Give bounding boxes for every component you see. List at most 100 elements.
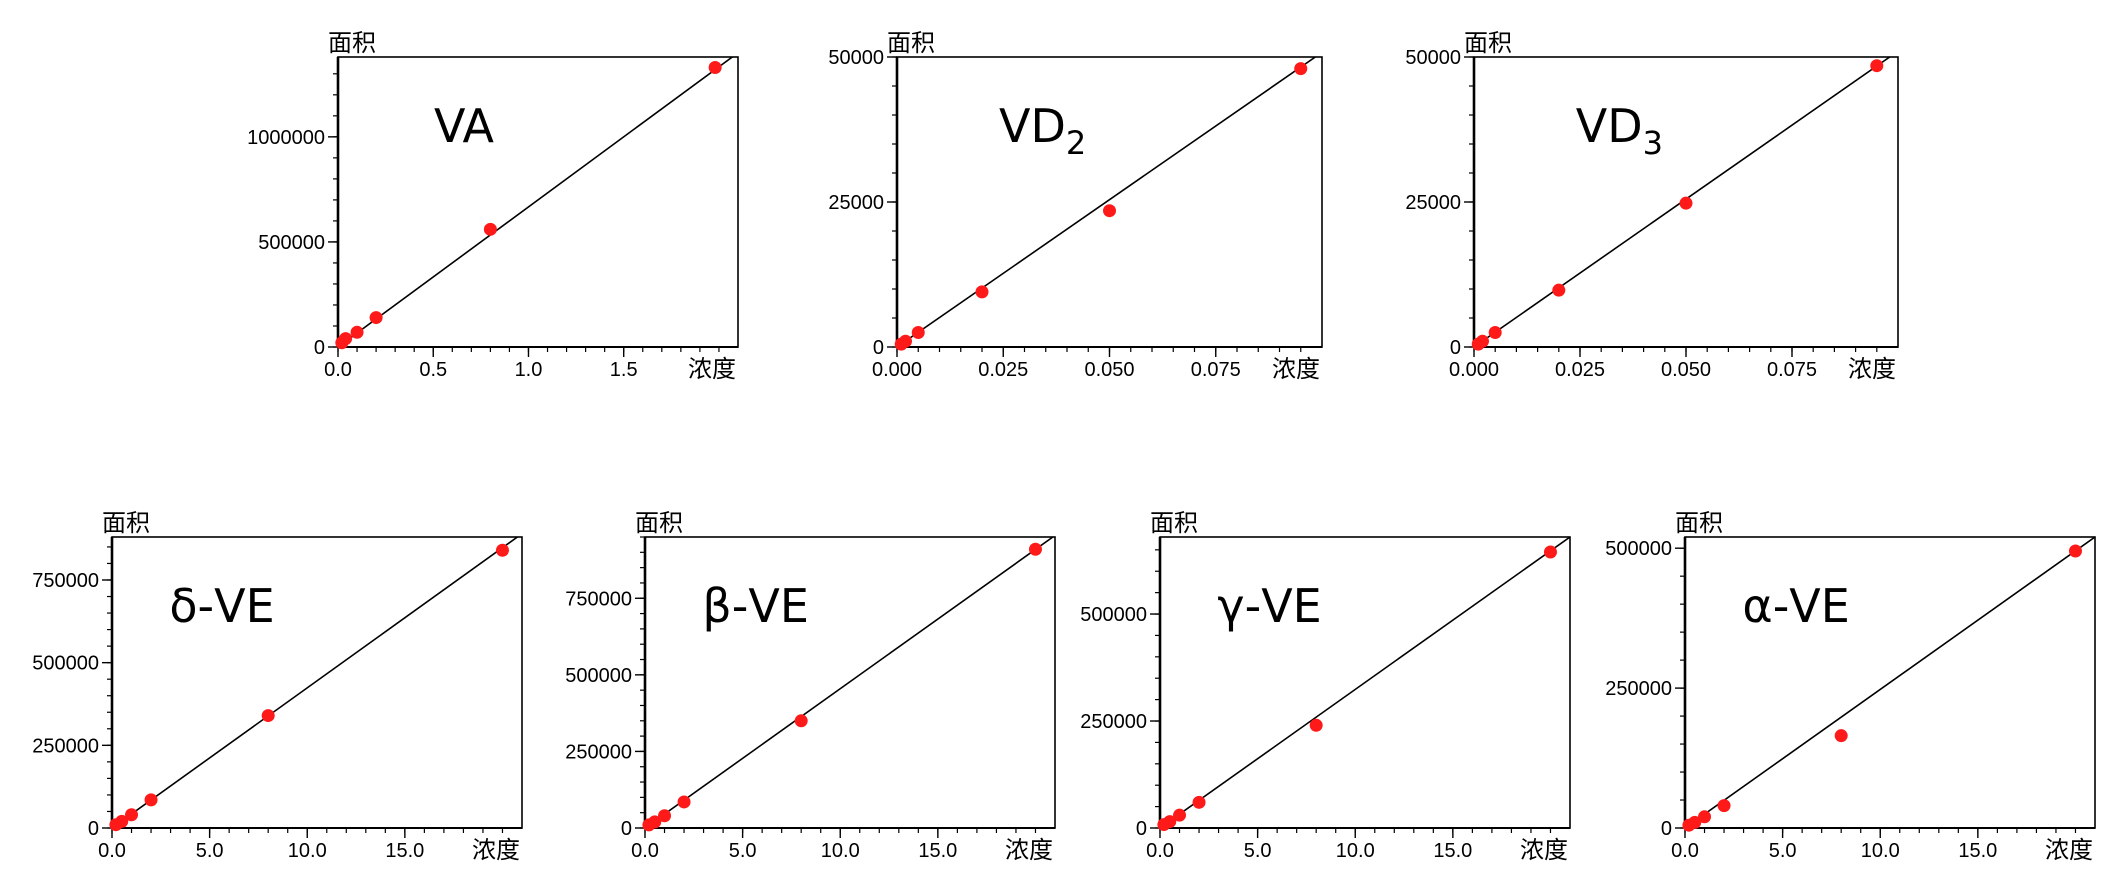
y-tick-label: 500000 <box>258 232 325 254</box>
data-point <box>975 285 989 299</box>
x-tick-label: 0.000 <box>1449 359 1499 381</box>
x-tick-label: 0.025 <box>1555 359 1605 381</box>
x-tick-label: 0.0 <box>1671 840 1699 862</box>
x-tick-label: 0.5 <box>419 359 447 381</box>
data-point <box>144 793 158 807</box>
data-point <box>2068 544 2082 558</box>
x-tick-label: 5.0 <box>1769 840 1797 862</box>
y-tick-label: 500000 <box>32 653 99 675</box>
data-point <box>794 714 808 728</box>
x-tick-label: 5.0 <box>1244 840 1272 862</box>
y-axis-label: 面积 <box>1464 30 1512 57</box>
data-point <box>1028 542 1042 556</box>
y-tick-label: 500000 <box>1080 604 1147 626</box>
data-point <box>677 795 691 809</box>
x-tick-label: 0.075 <box>1191 359 1241 381</box>
x-axis-label: 浓度 <box>1848 356 1896 383</box>
x-tick-label: 10.0 <box>1861 840 1900 862</box>
x-tick-label: 0.075 <box>1767 359 1817 381</box>
y-tick-label: 50000 <box>1405 47 1461 69</box>
x-axis-label: 浓度 <box>2045 837 2093 864</box>
panel-name-subscript: 2 <box>1066 124 1086 162</box>
y-tick-label: 250000 <box>1080 711 1147 733</box>
panel-name-label: VD2 <box>999 99 1086 162</box>
data-point <box>483 222 497 236</box>
y-tick-label: 750000 <box>565 588 632 610</box>
panel-name-label: δ-VE <box>169 579 274 633</box>
data-point <box>1717 799 1731 813</box>
x-tick-label: 0.050 <box>1084 359 1134 381</box>
data-point <box>1192 795 1206 809</box>
data-point <box>648 815 662 829</box>
y-tick-label: 1000000 <box>247 127 325 149</box>
data-point <box>1309 718 1323 732</box>
data-point <box>1488 326 1502 339</box>
x-axis-label: 浓度 <box>1520 837 1568 864</box>
data-point <box>1103 204 1116 218</box>
data-point <box>1834 729 1848 743</box>
y-axis-label: 面积 <box>1150 510 1198 537</box>
panel-name-label: β-VE <box>702 579 809 633</box>
data-point <box>1688 815 1702 829</box>
x-tick-label: 0.0 <box>98 840 126 862</box>
x-tick-label: 10.0 <box>1336 840 1375 862</box>
panel-name-label: γ-VE <box>1217 579 1321 633</box>
data-point <box>1552 283 1566 297</box>
y-tick-label: 0 <box>873 337 884 359</box>
y-tick-label: 25000 <box>1405 192 1461 214</box>
fit-line <box>1160 537 1570 828</box>
x-tick-label: 0.050 <box>1661 359 1711 381</box>
x-tick-label: 0.0 <box>1146 840 1174 862</box>
y-tick-label: 0 <box>88 818 99 840</box>
data-point <box>125 808 139 822</box>
y-tick-label: 500000 <box>565 665 632 687</box>
y-axis-label: 面积 <box>887 30 935 57</box>
y-axis-label: 面积 <box>1675 510 1723 537</box>
data-point <box>1294 62 1308 76</box>
data-point <box>1173 808 1187 822</box>
fit-line <box>338 57 734 347</box>
fit-line <box>112 537 519 828</box>
x-tick-label: 0.000 <box>872 359 922 381</box>
y-tick-label: 50000 <box>828 47 884 69</box>
x-tick-label: 0.0 <box>631 840 659 862</box>
y-axis-label: 面积 <box>102 510 150 537</box>
x-tick-label: 10.0 <box>288 840 327 862</box>
data-point <box>1870 59 1884 73</box>
data-point <box>261 709 275 723</box>
data-point <box>911 326 925 339</box>
data-point <box>1543 545 1557 559</box>
x-axis-label: 浓度 <box>688 356 736 383</box>
y-axis-label: 面积 <box>328 30 376 57</box>
y-tick-label: 0 <box>1661 818 1672 840</box>
x-axis-label: 浓度 <box>1005 837 1053 864</box>
data-point <box>708 61 722 75</box>
fit-line <box>1685 537 2095 828</box>
x-tick-label: 15.0 <box>385 840 424 862</box>
x-tick-label: 15.0 <box>918 840 957 862</box>
data-point <box>369 311 383 325</box>
x-axis-label: 浓度 <box>1272 356 1320 383</box>
data-point <box>1679 196 1693 210</box>
y-axis-label: 面积 <box>635 510 683 537</box>
panel-name-label: VA <box>434 99 495 153</box>
x-axis-label: 浓度 <box>472 837 520 864</box>
data-point <box>350 325 364 339</box>
data-point <box>1163 815 1177 829</box>
fit-line <box>897 57 1317 347</box>
x-tick-label: 0.0 <box>324 359 352 381</box>
y-tick-label: 0 <box>621 818 632 840</box>
y-tick-label: 250000 <box>565 741 632 763</box>
fit-line <box>645 537 1055 828</box>
data-point <box>339 332 353 346</box>
y-tick-label: 0 <box>1450 337 1461 359</box>
panel-name-label: VD3 <box>1576 99 1663 162</box>
data-point <box>115 814 129 828</box>
panel-name-label: α-VE <box>1742 579 1849 633</box>
